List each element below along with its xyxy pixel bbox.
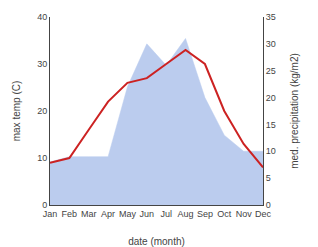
svg-text:Nov: Nov: [236, 209, 253, 219]
svg-text:date (month): date (month): [128, 236, 185, 247]
svg-text:Apr: Apr: [101, 209, 115, 219]
svg-text:25: 25: [266, 66, 276, 76]
svg-text:35: 35: [266, 12, 276, 22]
svg-text:5: 5: [266, 173, 271, 183]
svg-text:40: 40: [37, 12, 47, 22]
svg-text:Jul: Jul: [160, 209, 172, 219]
svg-text:Oct: Oct: [217, 209, 232, 219]
svg-text:15: 15: [266, 120, 276, 130]
svg-text:max temp (C): max temp (C): [11, 81, 22, 142]
svg-text:20: 20: [37, 106, 47, 116]
svg-text:Jan: Jan: [43, 209, 58, 219]
svg-text:30: 30: [266, 39, 276, 49]
svg-text:0: 0: [266, 200, 271, 210]
svg-text:Feb: Feb: [62, 209, 78, 219]
svg-text:30: 30: [37, 59, 47, 69]
svg-text:Mar: Mar: [81, 209, 97, 219]
svg-text:Sep: Sep: [197, 209, 213, 219]
svg-text:med. precipitation (kg/m2): med. precipitation (kg/m2): [289, 53, 300, 169]
svg-text:10: 10: [37, 153, 47, 163]
svg-text:0: 0: [42, 200, 47, 210]
svg-text:May: May: [119, 209, 137, 219]
svg-text:Aug: Aug: [178, 209, 194, 219]
svg-text:20: 20: [266, 93, 276, 103]
svg-text:Dec: Dec: [255, 209, 272, 219]
svg-text:10: 10: [266, 146, 276, 156]
svg-text:Jun: Jun: [140, 209, 155, 219]
